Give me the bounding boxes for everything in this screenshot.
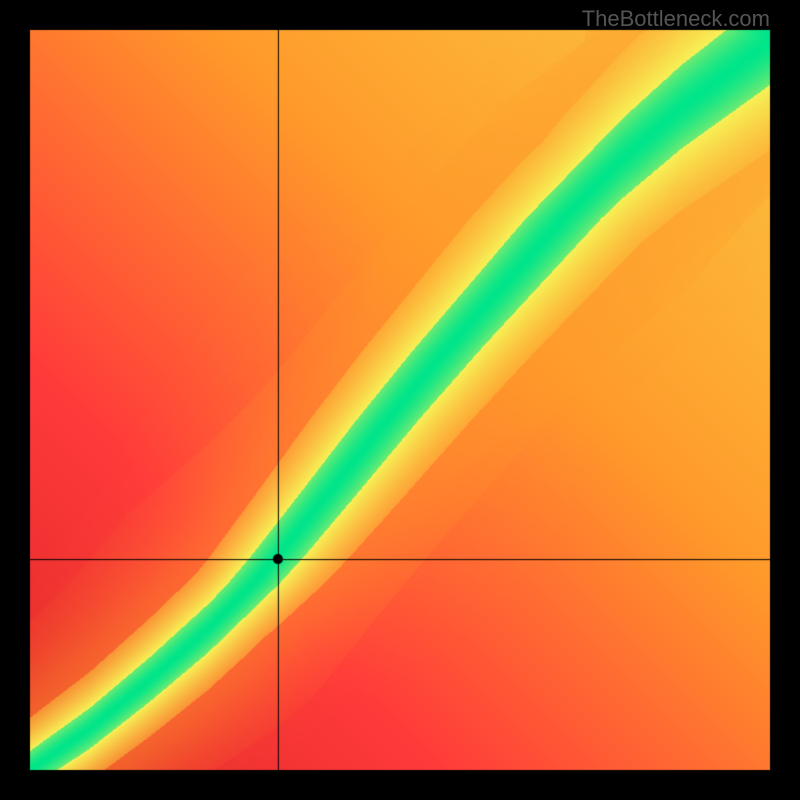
bottleneck-heatmap-container: TheBottleneck.com — [0, 0, 800, 800]
bottleneck-heatmap-canvas — [0, 0, 800, 800]
watermark-text: TheBottleneck.com — [582, 6, 770, 32]
